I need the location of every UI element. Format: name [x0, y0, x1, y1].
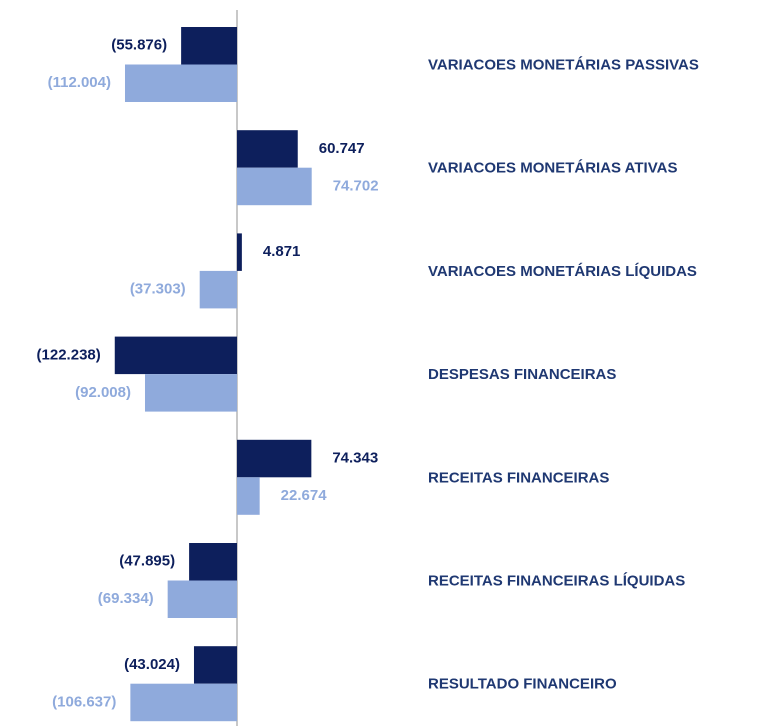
- value-label: (69.334): [98, 590, 154, 607]
- category-label: VARIACOES MONETÁRIAS LÍQUIDAS: [428, 263, 697, 280]
- bar: [144, 374, 237, 412]
- value-label: (112.004): [48, 74, 111, 91]
- bar: [114, 336, 237, 375]
- bar: [237, 477, 260, 515]
- bar: [130, 683, 237, 722]
- bar: [167, 580, 237, 618]
- category-label: VARIACOES MONETÁRIAS PASSIVAS: [428, 56, 699, 73]
- value-label: (55.876): [111, 37, 167, 54]
- value-label: (47.895): [119, 553, 175, 570]
- category-label: RESULTADO FINANCEIRO: [428, 676, 617, 693]
- value-label: 74.702: [333, 177, 379, 194]
- value-label: 4.871: [263, 243, 301, 260]
- value-label: (92.008): [75, 384, 131, 401]
- value-label: (122.238): [37, 346, 101, 363]
- bar: [124, 64, 237, 102]
- category-label: RECEITAS FINANCEIRAS LÍQUIDAS: [428, 572, 685, 589]
- category-label: DESPESAS FINANCEIRAS: [428, 366, 616, 383]
- value-label: (106.637): [52, 693, 116, 710]
- bar: [199, 270, 237, 309]
- category-label: RECEITAS FINANCEIRAS: [428, 469, 609, 486]
- bar: [193, 646, 237, 684]
- bar: [189, 543, 237, 581]
- value-label: 22.674: [281, 487, 328, 504]
- category-label: VARIACOES MONETÁRIAS ATIVAS: [428, 160, 677, 177]
- bar: [237, 130, 298, 168]
- value-label: (43.024): [124, 656, 180, 673]
- bar: [237, 167, 312, 206]
- bar: [237, 233, 242, 271]
- value-label: (37.303): [130, 281, 186, 298]
- bar: [237, 439, 312, 478]
- value-label: 60.747: [319, 140, 365, 157]
- value-label: 74.343: [332, 450, 378, 467]
- bar: [181, 27, 237, 65]
